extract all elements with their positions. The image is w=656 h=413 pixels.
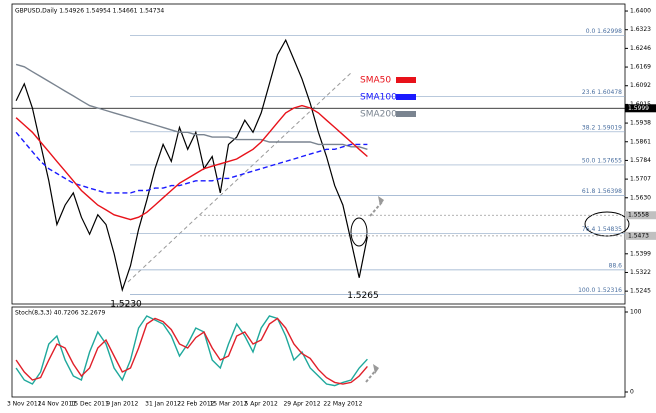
highlight-circle	[584, 211, 630, 237]
fib-label: 38.2 1.59019	[582, 124, 622, 131]
price-marker-box	[625, 104, 656, 113]
y-tick-label: 1.5938	[630, 120, 651, 127]
arrow-head	[373, 364, 379, 374]
y-tick-label: 1.5322	[630, 269, 651, 276]
x-tick-label: 22 Feb 2012	[177, 401, 215, 408]
y-tick-label: 1.5707	[630, 176, 651, 183]
series-line	[15, 104, 368, 221]
price-marker-label: 1.5999	[628, 105, 649, 112]
x-tick-label: 31 Jan 2012	[145, 401, 181, 408]
price-marker-box	[625, 231, 656, 240]
chart-title: GBPUSD,Daily 1.54926 1.54954 1.54661 1.5…	[15, 8, 164, 15]
y-tick-label: 0	[630, 389, 634, 396]
series-line	[15, 131, 368, 194]
x-tick-label: 5 Apr 2012	[245, 401, 278, 408]
series-line	[15, 315, 368, 387]
fib-label: 0.0 1.62998	[586, 28, 622, 35]
annotation: 1.5230	[110, 299, 142, 309]
price-marker-label: 1.5558	[628, 212, 649, 219]
x-tick-label: 9 Jan 2012	[106, 401, 138, 408]
fib-label: 76.4 1.54835	[582, 226, 622, 233]
legend-swatch	[396, 94, 416, 100]
legend-swatch	[396, 111, 416, 117]
trend-line	[127, 71, 353, 283]
stoch-frame	[11, 306, 626, 398]
fib-label: 50.0 1.57655	[582, 157, 622, 164]
fib-label: 100.0 1.52316	[578, 287, 622, 294]
y-tick-label: 100	[630, 309, 642, 316]
series-line	[15, 317, 368, 385]
x-tick-label: 15 Mar 2012	[209, 401, 247, 408]
y-tick-label: 1.6092	[630, 82, 651, 89]
arrow	[365, 369, 377, 383]
price-marker-label: 1.5473	[628, 232, 649, 239]
fib-label: 88.6	[609, 262, 623, 269]
legend-swatch	[396, 77, 416, 83]
stoch-title: Stoch(8,3,3) 40.7206 32.2679	[15, 310, 106, 317]
y-tick-label: 1.5861	[630, 138, 651, 145]
annotation: 1.5265	[347, 291, 379, 301]
y-tick-label: 1.5630	[630, 194, 651, 201]
y-tick-label: 1.6400	[630, 8, 651, 15]
y-tick-label: 1.6323	[630, 26, 651, 33]
y-tick-label: 1.5399	[630, 250, 651, 257]
legend-label: SMA100	[360, 93, 397, 103]
x-tick-label: 3 Nov 2011	[7, 401, 42, 408]
x-tick-label: 29 Apr 2012	[283, 401, 320, 408]
fib-label: 61.8 1.56398	[582, 188, 622, 195]
price-marker-box	[625, 211, 656, 220]
series-line	[15, 38, 368, 293]
legend-label: SMA50	[360, 76, 391, 86]
y-tick-label: 1.5784	[630, 157, 651, 164]
x-tick-label: 15 Dec 2011	[70, 401, 109, 408]
y-tick-label: 1.6169	[630, 64, 651, 71]
legend-label: SMA200	[360, 110, 397, 120]
fib-label: 23.6 1.60478	[582, 89, 622, 96]
main-frame	[11, 3, 626, 305]
y-tick-label: 1.6246	[630, 45, 651, 52]
x-tick-label: 24 Nov 2011	[38, 401, 77, 408]
series-line	[15, 63, 368, 150]
x-tick-label: 22 May 2012	[323, 401, 362, 408]
y-tick-label: 1.5245	[630, 288, 651, 295]
arrow-head	[378, 196, 384, 206]
highlight-circle	[350, 217, 368, 247]
